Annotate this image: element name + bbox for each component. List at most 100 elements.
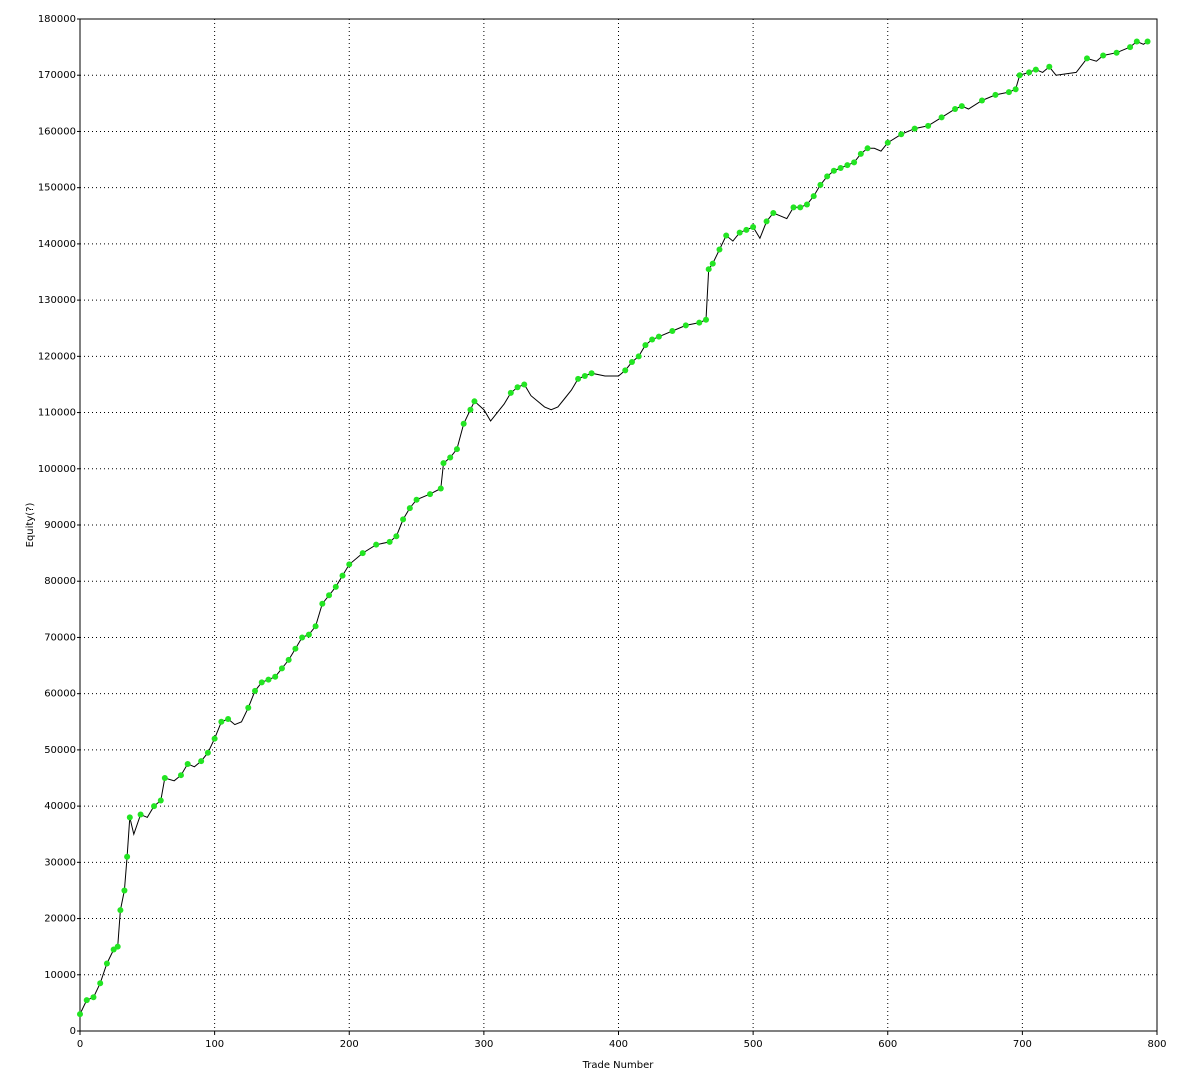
new-high-marker — [1046, 63, 1053, 70]
new-high-marker — [669, 328, 676, 335]
new-high-marker — [992, 91, 999, 98]
new-high-marker — [278, 665, 285, 672]
new-high-marker — [285, 656, 292, 663]
new-high-marker — [716, 246, 723, 253]
new-high-marker — [1113, 49, 1120, 56]
new-high-marker — [622, 367, 629, 374]
new-high-marker — [198, 758, 205, 765]
y-tick-label: 110000 — [38, 408, 76, 419]
new-high-marker — [1005, 89, 1012, 96]
new-high-marker — [157, 797, 164, 804]
new-high-marker — [332, 583, 339, 590]
y-tick-label: 150000 — [38, 183, 76, 194]
new-high-marker — [884, 139, 891, 146]
y-tick-label: 60000 — [44, 689, 76, 700]
new-high-marker — [507, 389, 514, 396]
y-tick-label: 10000 — [44, 970, 76, 981]
new-high-marker — [312, 623, 319, 630]
new-high-marker — [117, 907, 124, 914]
new-high-marker — [373, 541, 380, 548]
x-tick-label: 500 — [744, 1039, 763, 1050]
new-high-marker — [447, 454, 454, 461]
new-high-marker — [177, 772, 184, 779]
new-high-marker — [723, 232, 730, 239]
new-high-marker — [292, 645, 299, 652]
y-tick-label: 80000 — [44, 576, 76, 587]
new-high-marker — [655, 333, 662, 340]
new-high-marker — [204, 749, 211, 756]
new-high-marker — [413, 496, 420, 503]
new-high-marker — [581, 373, 588, 380]
x-tick-label: 700 — [1013, 1039, 1032, 1050]
new-high-marker — [326, 592, 333, 599]
new-high-marker — [460, 420, 467, 427]
new-high-marker — [265, 676, 272, 683]
new-high-marker — [137, 811, 144, 818]
new-high-marker — [103, 960, 110, 967]
new-high-marker — [225, 715, 232, 722]
y-axis-label: Equity(?) — [25, 503, 36, 548]
new-high-marker — [770, 209, 777, 216]
y-tick-label: 30000 — [44, 857, 76, 868]
new-high-marker — [1032, 66, 1039, 73]
new-high-marker — [346, 561, 353, 568]
equity-line — [79, 40, 1148, 1015]
x-tick-label: 400 — [609, 1039, 628, 1050]
new-high-marker — [817, 181, 824, 188]
new-high-marker — [305, 631, 312, 638]
new-high-marker — [272, 673, 279, 680]
new-high-marker — [1026, 69, 1033, 76]
y-tick-label: 50000 — [44, 745, 76, 756]
new-high-marker — [126, 814, 133, 821]
new-high-marker — [763, 218, 770, 225]
new-high-marker — [437, 485, 444, 492]
new-high-marker — [790, 204, 797, 211]
new-high-marker — [649, 336, 656, 343]
new-high-marker — [161, 775, 168, 781]
new-high-marker — [952, 105, 959, 112]
new-high-marker — [471, 398, 478, 405]
new-high-marker — [151, 803, 158, 810]
new-high-marker — [810, 193, 817, 200]
new-high-marker — [938, 114, 945, 121]
new-high-marker — [864, 145, 871, 152]
new-high-marker — [114, 943, 121, 950]
y-tick-label: 160000 — [38, 126, 76, 137]
x-tick-label: 300 — [474, 1039, 493, 1050]
new-high-marker — [750, 224, 757, 231]
new-high-marker — [453, 446, 460, 453]
new-high-marker — [736, 229, 743, 236]
new-high-marker — [830, 167, 837, 174]
new-high-marker — [978, 97, 985, 104]
new-high-marker — [440, 460, 447, 467]
y-tick-label: 90000 — [44, 520, 76, 531]
y-tick-label: 40000 — [44, 801, 76, 812]
x-tick-label: 600 — [878, 1039, 897, 1050]
new-high-marker — [393, 533, 400, 540]
new-high-marker — [1127, 44, 1134, 51]
y-tick-label: 100000 — [38, 464, 76, 475]
new-high-marker — [797, 204, 804, 211]
y-tick-label: 140000 — [38, 239, 76, 250]
new-high-marker — [958, 103, 965, 110]
new-high-marker — [911, 125, 918, 132]
y-tick-label: 70000 — [44, 632, 76, 643]
new-high-marker — [521, 381, 528, 388]
new-high-marker — [635, 353, 642, 360]
y-tick-label: 130000 — [38, 295, 76, 306]
new-high-marker — [1012, 86, 1019, 93]
new-high-marker — [211, 735, 218, 742]
new-high-marker — [857, 150, 864, 157]
x-tick-label: 100 — [205, 1039, 224, 1050]
new-high-marker — [696, 319, 703, 326]
new-high-marker — [682, 322, 689, 329]
y-tick-label: 20000 — [44, 914, 76, 925]
new-high-marker — [925, 122, 932, 129]
new-high-marker — [703, 316, 710, 323]
new-high-marker — [575, 375, 582, 382]
new-high-marker — [97, 980, 104, 987]
x-axis-label: Trade Number — [582, 1060, 655, 1071]
new-high-marker — [406, 505, 413, 512]
y-tick-label: 180000 — [38, 14, 76, 25]
